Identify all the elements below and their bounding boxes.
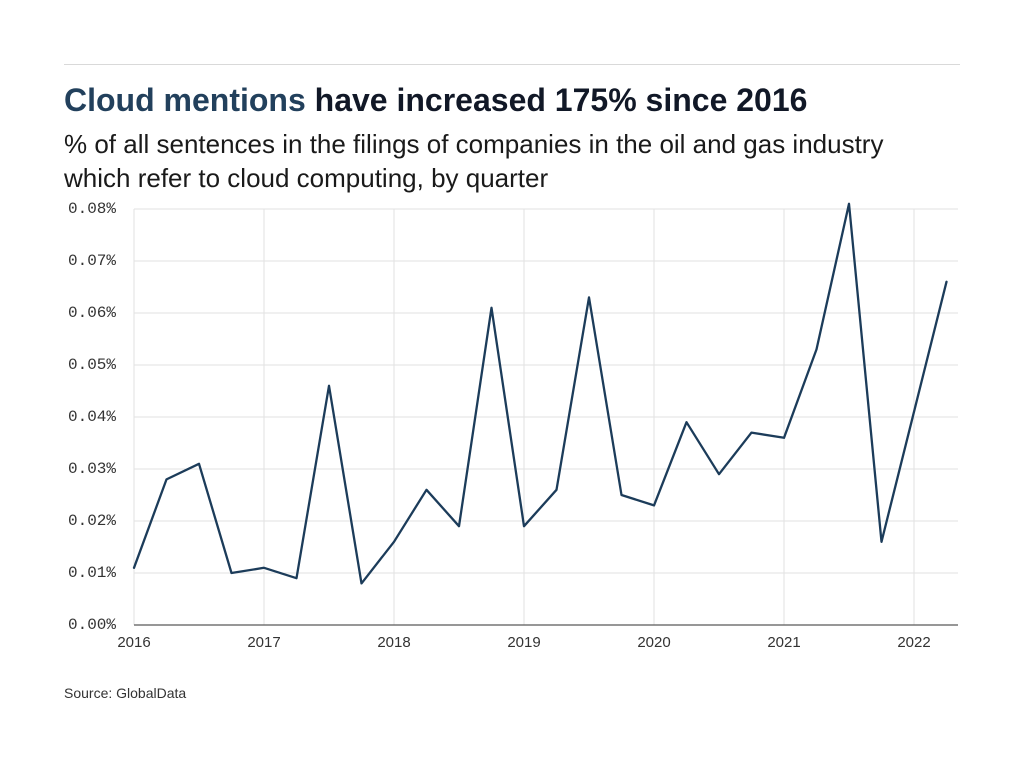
svg-text:0.07%: 0.07%: [68, 252, 116, 270]
svg-text:0.01%: 0.01%: [68, 564, 116, 582]
svg-text:2018: 2018: [377, 634, 410, 650]
svg-text:2020: 2020: [637, 634, 670, 650]
svg-text:0.08%: 0.08%: [68, 200, 116, 218]
svg-text:0.02%: 0.02%: [68, 512, 116, 530]
svg-text:0.00%: 0.00%: [68, 616, 116, 634]
svg-text:0.06%: 0.06%: [68, 304, 116, 322]
svg-text:2022: 2022: [897, 634, 930, 650]
svg-text:2017: 2017: [247, 634, 280, 650]
svg-text:2021: 2021: [767, 634, 800, 650]
svg-text:0.05%: 0.05%: [68, 356, 116, 374]
svg-text:0.03%: 0.03%: [68, 460, 116, 478]
svg-text:2019: 2019: [507, 634, 540, 650]
svg-text:0.04%: 0.04%: [68, 408, 116, 426]
svg-text:2016: 2016: [117, 634, 150, 650]
